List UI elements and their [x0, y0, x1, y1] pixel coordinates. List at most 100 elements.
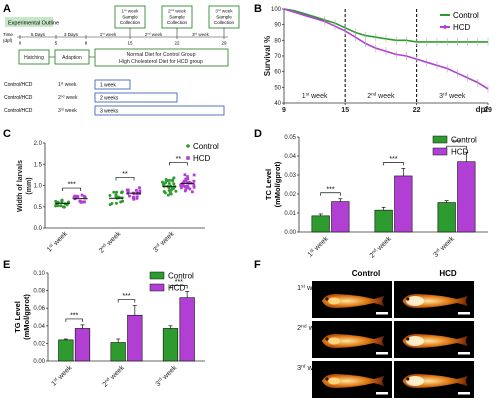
width-point-hcd — [79, 200, 83, 204]
width-ylabel: Width of larvals — [17, 160, 24, 212]
width-point-control — [168, 178, 172, 182]
panel-a-outline: Experimental Outline Time (dpf) 0 5 8 15 22 2… — [3, 5, 240, 116]
fish-scale-bar — [458, 352, 470, 355]
survival-week-annotation: 1st week — [302, 92, 328, 100]
tc-y-tick-label: 0.03 — [284, 173, 296, 179]
width-y-tick-label: 0.0 — [34, 226, 43, 232]
width-point-hcd — [76, 195, 80, 198]
fish-scale-bar — [376, 392, 388, 395]
tc-ylabel: TC Level — [264, 169, 273, 200]
width-sig-bracket — [115, 177, 135, 181]
survival-x-tick-label: 22 — [413, 107, 421, 114]
tg-sig-label: *** — [122, 293, 130, 300]
fish-eye — [406, 297, 410, 301]
tg-bar-control — [110, 342, 126, 362]
diet-line-2: High Cholesterol Diet for HCD group — [119, 59, 203, 65]
width-y-tick-label: 1.5 — [34, 162, 43, 168]
timeline-day-label: 22 — [174, 41, 180, 46]
width-point-hcd — [187, 180, 191, 184]
width-point-hcd — [180, 186, 183, 190]
fish-yolk-glow — [406, 296, 425, 306]
tc-y-tick-label: 0.01 — [284, 211, 296, 217]
survival-x-tick-label: 9 — [282, 107, 286, 114]
tc-legend-label: Control — [451, 136, 477, 145]
width-point-control — [59, 204, 63, 208]
tc-bar-control — [311, 215, 330, 233]
width-point-control — [56, 204, 60, 208]
panel-c-width-chart: 0.0 0.5 1.0 1.5 2.0 Width of larvals (mm) 1st w… — [17, 141, 219, 255]
time-label: Time — [3, 32, 13, 37]
collection-week: 1st week — [122, 8, 140, 14]
tc-bar-hcd — [394, 175, 413, 233]
width-point-hcd — [186, 177, 190, 181]
tg-sig-label: *** — [175, 279, 183, 286]
width-sig-label: ** — [122, 171, 128, 178]
tg-sig-bracket — [117, 299, 136, 303]
width-point-control — [166, 193, 170, 197]
tc-ylabel-unit: (mMol/gprot) — [273, 161, 282, 207]
group-label-prefix: Control/HCD — [4, 95, 33, 101]
panel-e-tg-chart: 0.00 0.02 0.04 0.06 0.08 0.10 TG Level (mMol/gp… — [13, 271, 205, 389]
tg-sig-label: *** — [70, 312, 78, 319]
panel-label-e: E — [3, 259, 10, 271]
group-duration-bar — [94, 92, 178, 103]
group-duration-label: 2 weeks — [100, 96, 119, 102]
tg-y-tick-label: 0.02 — [33, 341, 45, 347]
timeline-interval-label: 5 Days — [31, 32, 46, 37]
collection-line: Sample — [122, 15, 138, 20]
timeline-interval-label: 2nd week — [145, 31, 163, 37]
fish-scale-bar — [458, 312, 470, 315]
width-point-hcd — [192, 183, 196, 187]
fish-yolk-glow — [328, 297, 340, 305]
panel-label-a: A — [3, 3, 11, 15]
fish-yolk-glow — [328, 377, 340, 385]
width-ylabel-unit: (mm) — [26, 177, 33, 194]
width-point-control — [114, 193, 118, 197]
tc-sig-bracket — [320, 192, 341, 196]
timeline-day-label: 5 — [55, 41, 58, 46]
group-duration-label: 3 weeks — [100, 109, 119, 115]
width-point-control — [108, 193, 112, 197]
width-point-control — [114, 201, 118, 205]
tg-bar-control — [162, 328, 179, 362]
tc-sig-label: *** — [389, 156, 397, 163]
width-sig-label: ** — [176, 156, 182, 163]
width-point-hcd — [192, 185, 196, 189]
tg-bar-hcd — [127, 314, 143, 362]
width-point-hcd — [73, 194, 77, 198]
width-point-control — [161, 183, 165, 187]
tc-sig-label: *** — [326, 186, 334, 193]
fish-eye — [406, 377, 410, 381]
width-x-tick-label: 3rd week — [151, 229, 176, 254]
width-point-hcd — [192, 179, 196, 183]
outline-title-bg — [5, 17, 53, 27]
width-point-control — [115, 190, 119, 194]
tg-legend-swatch — [149, 283, 165, 292]
collection-line: Collection — [120, 20, 141, 25]
width-point-control — [108, 203, 112, 207]
group-timeline-bars: 1st week Control/HCD 1 week 2nd week Control… — [4, 79, 225, 116]
timeline-ticks: 0 5 8 15 22 29 5 Days 3 Days 1st week 2nd week 3rd… — [19, 31, 227, 45]
outline-title: Experimental Outline — [8, 21, 59, 27]
width-point-hcd — [126, 188, 130, 192]
tc-x-tick-label: 3rd week — [431, 234, 456, 259]
tg-x-tick-label: 3rd week — [154, 363, 179, 388]
group-label-prefix: Control/HCD — [4, 108, 33, 114]
width-point-control — [174, 189, 178, 193]
col-label-control: Control — [352, 269, 380, 278]
group-label-prefix: Control/HCD — [4, 82, 33, 88]
width-point-hcd — [182, 179, 186, 183]
panel-label-c: C — [3, 128, 11, 140]
width-point-hcd — [80, 193, 84, 197]
panel-label-f: F — [254, 259, 261, 271]
width-legend-label: HCD — [193, 154, 211, 163]
tc-legend-label: HCD — [451, 148, 469, 157]
panel-d-tc-chart: 0.00 0.01 0.02 0.03 0.04 0.05 TC Level (mMol/gp… — [264, 135, 488, 260]
fish-scale-bar — [458, 392, 470, 395]
width-point-control — [164, 181, 168, 185]
fish-body — [322, 373, 384, 389]
tg-y-tick-label: 0.04 — [33, 324, 45, 330]
tc-y-tick-label: 0.00 — [284, 230, 296, 236]
time-unit: (dpf) — [3, 38, 13, 43]
